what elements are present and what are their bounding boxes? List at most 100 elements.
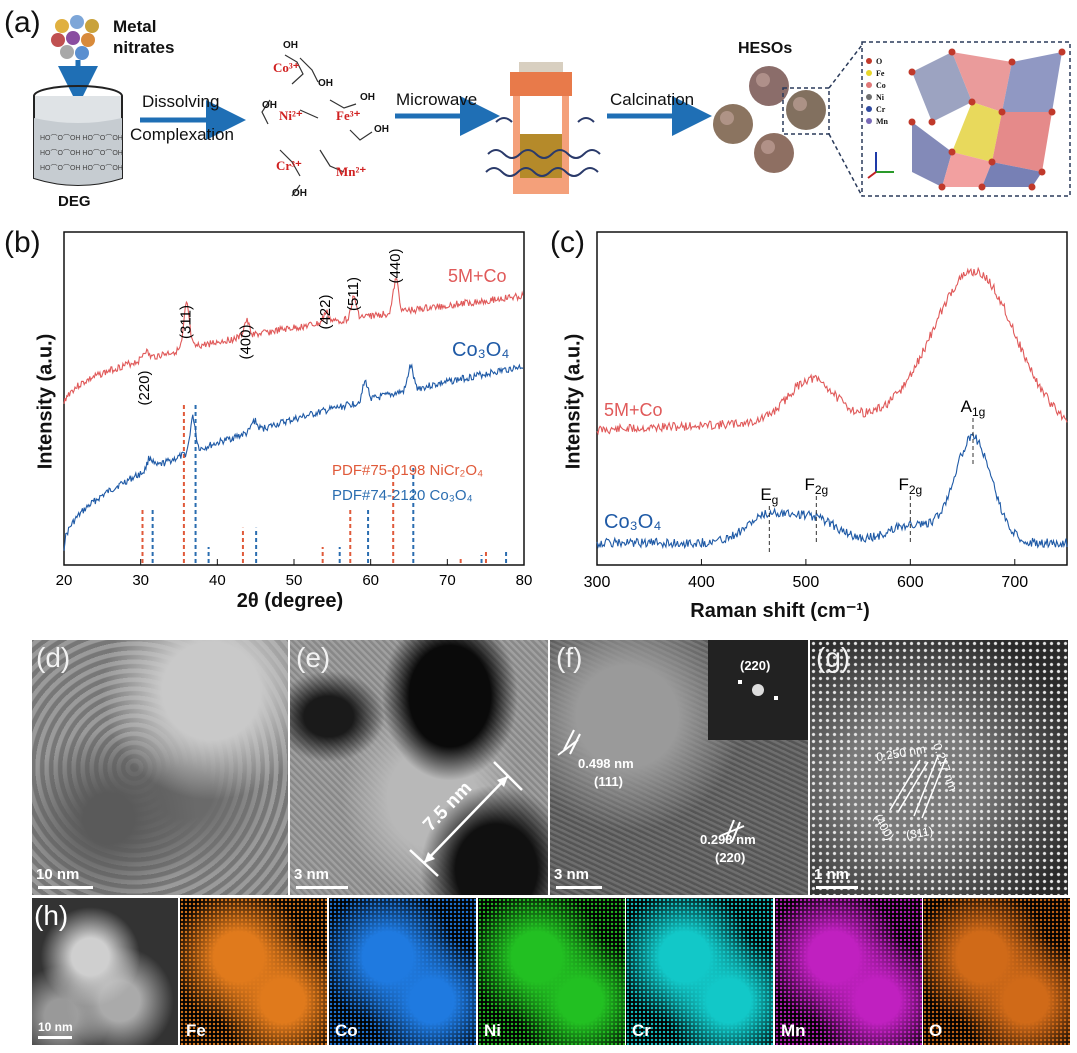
eds-map-mn: Mn xyxy=(775,898,922,1045)
legend-o: O xyxy=(866,56,888,68)
crystal-structure-icon xyxy=(861,41,1071,197)
eds-map-cr: Cr xyxy=(626,898,773,1045)
scale-h: 10 nm xyxy=(38,1020,73,1034)
eds-map-fe: Fe xyxy=(180,898,327,1045)
raman-tick-label: 600 xyxy=(897,574,924,591)
ion-ni: Ni²⁺ xyxy=(279,108,303,123)
legend-co: Co xyxy=(866,80,888,92)
eds-element-label: Ni xyxy=(484,1021,501,1040)
eds-element-label: Mn xyxy=(781,1021,806,1040)
svg-text:HO⌒O⌒OH HO⌒O⌒OH: HO⌒O⌒OH HO⌒O⌒OH xyxy=(40,164,123,172)
legend-mn: Mn xyxy=(866,116,888,128)
eds-element-label: Co xyxy=(335,1021,358,1040)
raman-tick-label: 300 xyxy=(584,574,611,591)
xrd-series-1 xyxy=(63,363,524,551)
precursor-label: Metal nitrates xyxy=(113,17,175,57)
raman-band-label: Eg xyxy=(760,485,778,507)
xrd-peak-label: (440) xyxy=(387,248,404,283)
raman-band-label: F2g xyxy=(898,475,922,497)
scalebar-g xyxy=(816,886,858,889)
raman-tick-label: 700 xyxy=(1001,574,1028,591)
xrd-tick-label: 40 xyxy=(209,572,226,589)
xrd-chart: 20 30 40 50 60 70 80 5M+Co Co₃O₄ (220) (311) (400) (… xyxy=(56,231,533,589)
hydroxyl-4: OH xyxy=(360,92,375,103)
xrd-tick-label: 50 xyxy=(286,572,303,589)
panel-e-label: (e) xyxy=(296,642,331,673)
scale-d: 10 nm xyxy=(36,866,80,883)
measure-arrow xyxy=(409,761,523,877)
raman-tick-label: 500 xyxy=(793,574,820,591)
svg-text:HO⌒O⌒OH HO⌒O⌒OH: HO⌒O⌒OH HO⌒O⌒OH xyxy=(40,134,123,142)
spacing-f2: 0.298 nm xyxy=(700,832,756,847)
xrd-peak-label: (422) xyxy=(317,294,334,329)
eds-element-label: O xyxy=(929,1021,943,1040)
fft-spot xyxy=(774,696,778,700)
ion-cr: Cr³⁺ xyxy=(276,158,302,173)
panel-a-scheme: HO⌒O⌒OH HO⌒O⌒OH HO⌒O⌒OH HO⌒O⌒OH HO⌒O⌒OH … xyxy=(33,15,1071,197)
legend-fe: Fe xyxy=(866,68,888,80)
xrd-tick-label: 30 xyxy=(132,572,149,589)
legend-ni: Ni xyxy=(866,92,888,104)
scalebar-f xyxy=(556,886,602,889)
xrd-tick-label: 20 xyxy=(56,572,73,589)
hydroxyl-3: OH xyxy=(262,100,277,111)
step-microwave: Microwave xyxy=(396,90,478,109)
ion-co: Co³⁺ xyxy=(273,60,300,75)
xrd-reference-label: PDF#74-2120 Co₃O₄ xyxy=(332,487,473,504)
crystal-legend: O Fe Co Ni Cr Mn xyxy=(866,56,888,128)
nanoparticle-spheres-icon xyxy=(713,44,863,197)
raman-tick-label: 400 xyxy=(688,574,715,591)
hydroxyl-5: OH xyxy=(374,124,389,135)
svg-text:HO⌒O⌒OH HO⌒O⌒OH: HO⌒O⌒OH HO⌒O⌒OH xyxy=(40,149,123,157)
fft-inset: (220) xyxy=(708,640,808,740)
panel-d-label: (d) xyxy=(36,642,71,673)
xrd-tick-label: 70 xyxy=(439,572,456,589)
fft-spot xyxy=(738,680,742,684)
lattice-marks-f xyxy=(557,729,745,843)
xrd-tick-label: 80 xyxy=(516,572,533,589)
solvent-label: DEG xyxy=(58,193,91,210)
xrd-peak-label: (220) xyxy=(136,370,153,405)
beaker-icon: HO⌒O⌒OH HO⌒O⌒OH HO⌒O⌒OH HO⌒O⌒OH HO⌒O⌒OH … xyxy=(33,85,123,186)
eds-map-co: Co xyxy=(329,898,476,1045)
product-label: HESOs xyxy=(738,40,793,57)
tem-image-e: (e) 7.5 nm 3 nm xyxy=(290,640,548,895)
hydroxyl-2: OH xyxy=(318,78,333,89)
nitrate-balls-icon xyxy=(51,15,99,60)
panel-a-label: (a) xyxy=(4,6,41,39)
eds-element-label: Cr xyxy=(632,1021,651,1040)
legend-cr: Cr xyxy=(866,104,888,116)
raman-band-label: F2g xyxy=(804,475,828,497)
step-complexation: Complexation xyxy=(130,125,234,144)
eds-element-label: Fe xyxy=(186,1021,206,1040)
eds-map-ni: Ni xyxy=(478,898,625,1045)
tem-image-g: (g) 0.250 nm 0.217 nm (400) (311) 1 nm xyxy=(810,640,1068,895)
raman-series-0 xyxy=(596,266,1068,436)
raman-chart: 300 400 500 600 700 5M+Co Co₃O₄ Eg F2g F2g A1g xyxy=(584,231,1068,591)
plane-f1: (111) xyxy=(594,774,623,789)
raman-series-1 xyxy=(596,431,1068,550)
scale-e: 3 nm xyxy=(294,866,330,883)
fft-center xyxy=(752,684,764,696)
spacing-f1: 0.498 nm xyxy=(578,756,634,771)
xrd-series-0 xyxy=(63,277,524,404)
xrd-tick-label: 60 xyxy=(362,572,379,589)
panel-g-label: (g) xyxy=(816,642,851,673)
xrd-xlabel: 2θ (degree) xyxy=(236,590,344,612)
xrd-reference-label: PDF#75-0198 NiCr₂O₄ xyxy=(332,462,483,479)
scale-g: 1 nm xyxy=(814,866,850,883)
raman-series-label: Co₃O₄ xyxy=(604,511,661,533)
microwave-vessel-icon xyxy=(485,62,601,194)
scalebar-h xyxy=(38,1036,72,1039)
raman-frame xyxy=(596,231,1068,566)
tem-image-f: (f) (220) 0.498 nm (111) 0.298 nm (220) … xyxy=(550,640,808,895)
tem-image-d: (d) 10 nm xyxy=(32,640,288,895)
step-calcination: Calcination xyxy=(610,90,695,109)
xrd-peak-label: (511) xyxy=(345,277,362,311)
scalebar-d xyxy=(38,886,93,889)
xrd-series-label: Co₃O₄ xyxy=(452,339,509,361)
panel-h-label: (h) xyxy=(34,900,69,931)
raman-band-label: A1g xyxy=(961,397,986,419)
xrd-peak-label: (400) xyxy=(237,324,254,359)
panel-c-label: (c) xyxy=(550,226,585,259)
